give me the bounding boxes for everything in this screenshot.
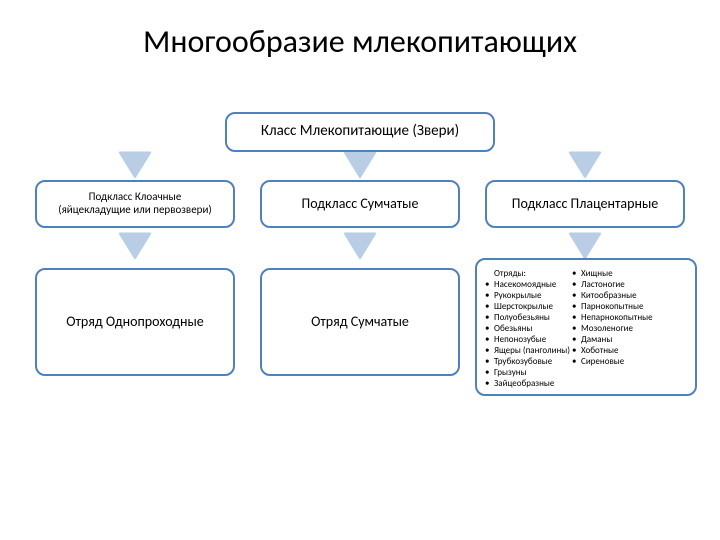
root-node: Класс Млекопитающие (Звери) [225, 112, 495, 152]
order-item: Шерстокрылые [485, 301, 570, 312]
subclass-sumchatye: Подкласс Сумчатые [260, 180, 460, 228]
arrow-icon [569, 152, 601, 178]
order-sumchatye: Отряд Сумчатые [260, 268, 460, 376]
order-item: Парнокопытные [572, 301, 653, 312]
order-label: Отряд Сумчатые [311, 314, 409, 330]
order-item: Ластоногие [572, 279, 653, 290]
order-item: Хоботные [572, 345, 653, 356]
subclass-label: Подкласс Клоачные (яйцекладущие или перв… [58, 191, 211, 216]
order-kloachnye: Отряд Однопроходные [35, 268, 235, 376]
arrow-icon [344, 152, 376, 178]
arrow-icon [569, 233, 601, 259]
orders-list-placentarnye: Отряды:НасекомоядныеРукокрылыеШерстокрыл… [475, 258, 697, 396]
arrow-icon [119, 152, 151, 178]
order-item: Мозоленогие [572, 323, 653, 334]
arrow-icon [119, 233, 151, 259]
arrow-icon [344, 233, 376, 259]
order-item: Трубкозубовые [485, 356, 570, 367]
order-item: Сиреновые [572, 356, 653, 367]
subclass-label: Подкласс Плацентарные [512, 196, 659, 212]
order-item: Зайцеобразные [485, 378, 570, 389]
subclass-kloachnye: Подкласс Клоачные (яйцекладущие или перв… [35, 180, 235, 228]
order-item: Насекомоядные [485, 279, 570, 290]
subclass-label: Подкласс Сумчатые [302, 196, 419, 212]
subclass-placentarnye: Подкласс Плацентарные [485, 180, 685, 228]
order-item: Грызуны [485, 367, 570, 378]
order-item: Китообразные [572, 290, 653, 301]
page-title: Многообразие млекопитающих [0, 0, 720, 61]
order-item: Полуобезьяны [485, 312, 570, 323]
order-label: Отряд Однопроходные [66, 314, 204, 330]
root-label: Класс Млекопитающие (Звери) [261, 123, 459, 140]
order-item: Обезьяны [485, 323, 570, 334]
order-item: Даманы [572, 334, 653, 345]
orders-heading: Отряды: [485, 268, 570, 279]
order-item: Непарнокопытные [572, 312, 653, 323]
order-item: Хищные [572, 268, 653, 279]
order-item: Ящеры (панголины) [485, 345, 570, 356]
order-item: Рукокрылые [485, 290, 570, 301]
order-item: Непонозубые [485, 334, 570, 345]
